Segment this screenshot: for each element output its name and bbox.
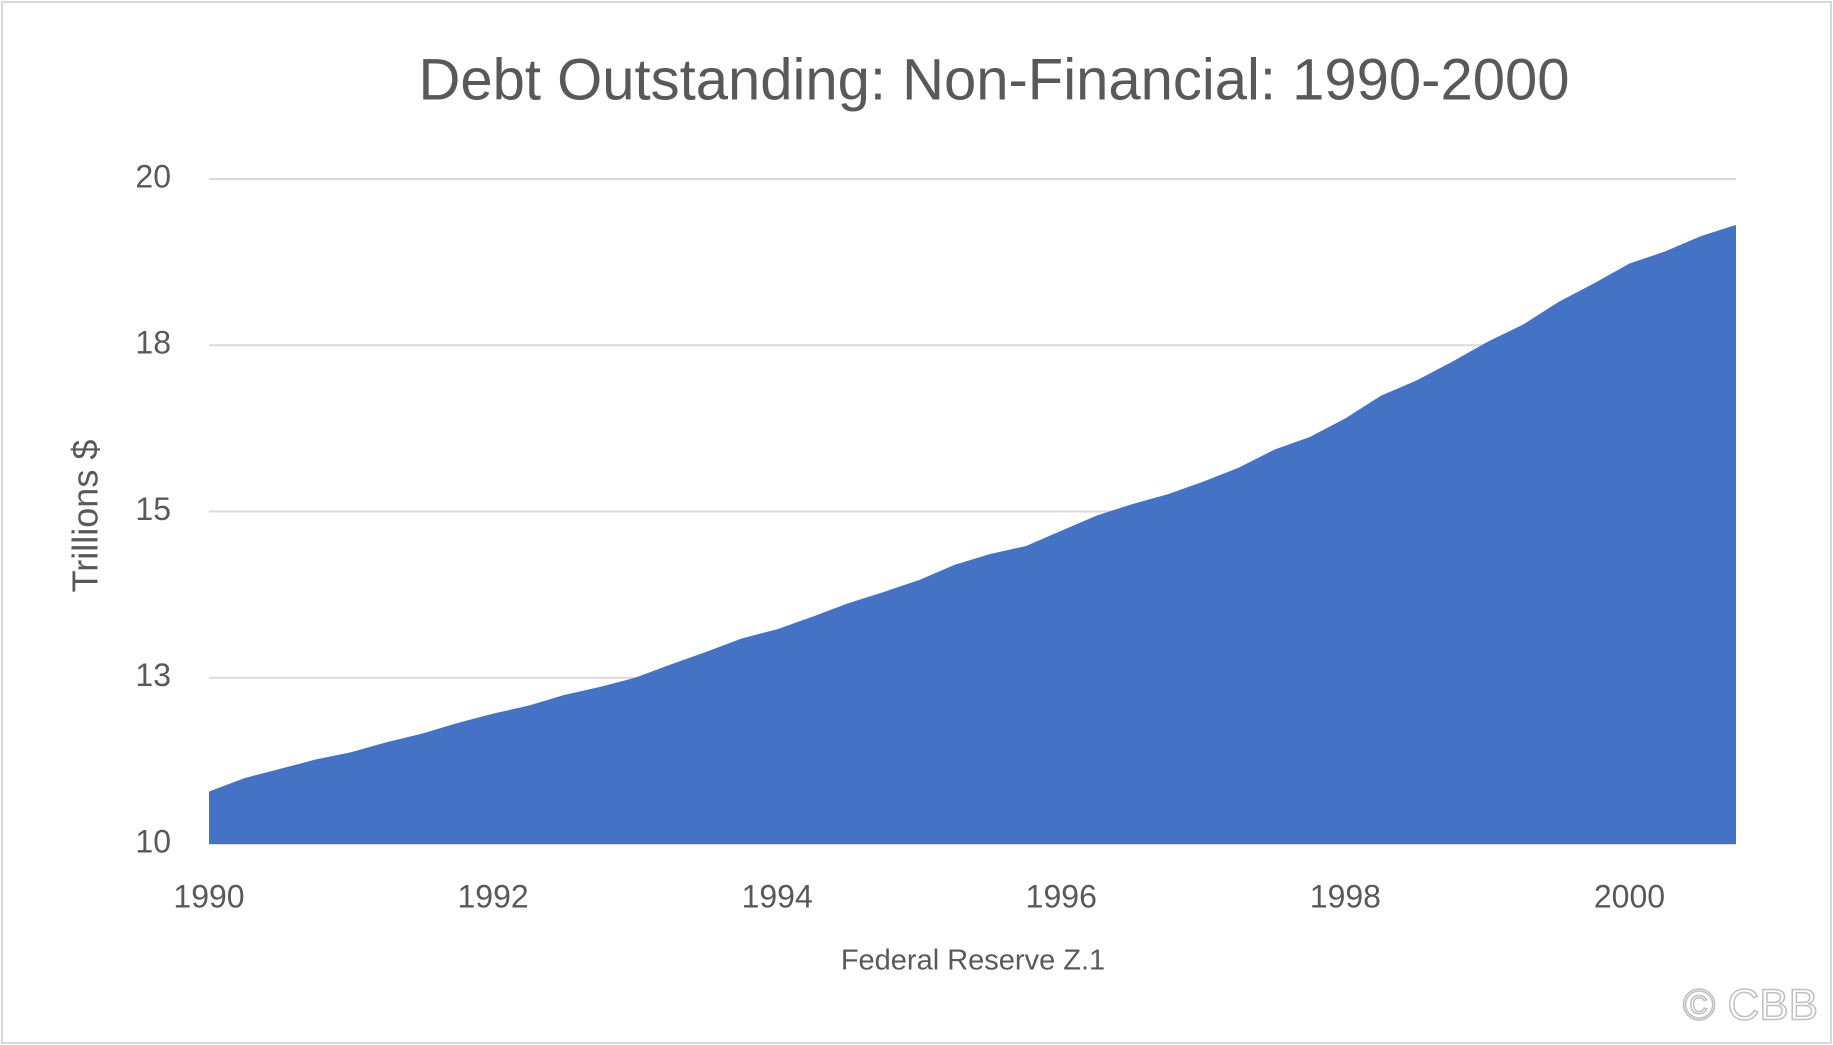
x-tick-label: 2000 bbox=[1594, 878, 1665, 914]
y-tick-label: 20 bbox=[135, 158, 171, 194]
y-tick-label: 15 bbox=[135, 491, 171, 527]
x-tick-label: 1998 bbox=[1310, 878, 1381, 914]
x-tick-label: 1994 bbox=[742, 878, 813, 914]
x-axis-label: Federal Reserve Z.1 bbox=[841, 945, 1105, 977]
y-tick-label: 13 bbox=[135, 657, 171, 693]
watermark: © CBB bbox=[1683, 981, 1818, 1030]
x-tick-label: 1990 bbox=[173, 878, 244, 914]
y-tick-label: 10 bbox=[135, 823, 171, 859]
area bbox=[209, 224, 1736, 844]
y-axis-label: Trillions $ bbox=[65, 440, 106, 593]
x-tick-label: 1992 bbox=[457, 878, 528, 914]
y-tick-label: 18 bbox=[135, 325, 171, 361]
x-tick-label: 1996 bbox=[1026, 878, 1097, 914]
chart-title: Debt Outstanding: Non-Financial: 1990-20… bbox=[418, 47, 1569, 112]
